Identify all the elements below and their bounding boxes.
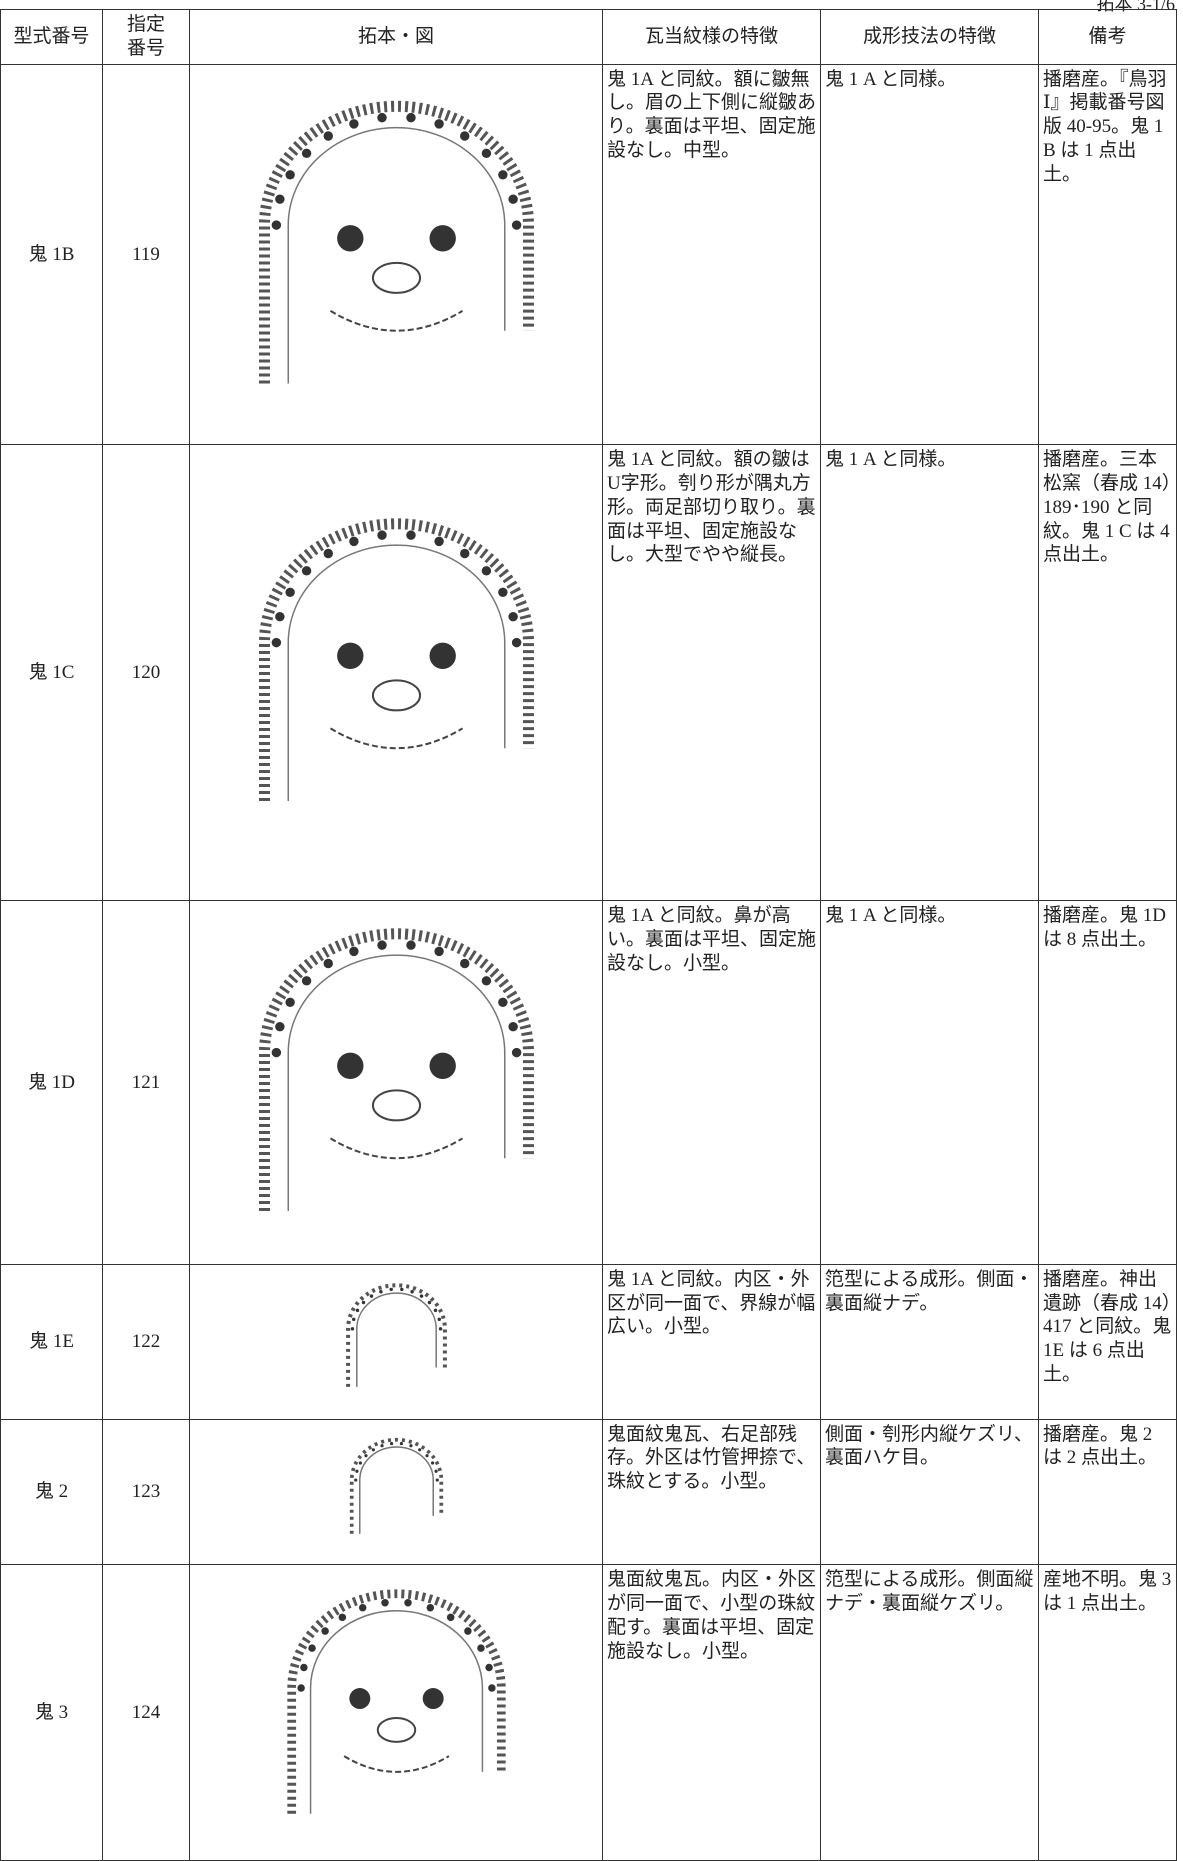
rubbing-image	[346, 1283, 447, 1387]
header-text: 成形技法の特徴	[862, 25, 996, 47]
cell: 産地不明。鬼 3 は 1 点出土。	[1038, 1564, 1177, 1861]
rubbing-image	[259, 928, 534, 1211]
cell: 播磨産。鬼 2 は 2 点出土。	[1038, 1418, 1177, 1566]
rubbing-cell	[189, 1564, 603, 1861]
cell: 笵型による成形。側面縦ナデ・裏面縦ケズリ。	[820, 1564, 1039, 1861]
rubbing-cell	[189, 1418, 603, 1566]
cell: 119	[102, 63, 190, 446]
header-text: 指定番号	[126, 14, 165, 59]
cell: 播磨産。三本松窯（春成 14）189･190 と同紋。鬼 1 C は 4 点出土…	[1038, 444, 1177, 901]
cell: 鬼 1A と同紋。鼻が高い。裏面は平坦、固定施設なし。小型。	[602, 900, 821, 1265]
cell: 鬼 1D	[0, 900, 103, 1265]
cell: 鬼 1 A と同様。	[820, 444, 1039, 901]
cell: 鬼面紋鬼瓦。内区・外区が同一面で、小型の珠紋配す。裏面は平坦、固定施設なし。小型…	[602, 1564, 821, 1861]
rubbing-image	[349, 1437, 444, 1534]
cell: 播磨産。『鳥羽Ⅰ』掲載番号図版 40-95。鬼 1B は 1 点出土。	[1038, 63, 1177, 446]
cell: 122	[102, 1263, 190, 1420]
cell: 鬼 1A と同紋。内区・外区が同一面で、界線が幅広い。小型。	[602, 1263, 821, 1420]
rubbing-cell	[189, 900, 603, 1265]
header-cell: 備考	[1038, 9, 1177, 65]
rubbing-image	[259, 100, 534, 383]
cell: 播磨産。神出遺跡（春成 14）417 と同紋。鬼 1E は 6 点出土。	[1038, 1263, 1177, 1420]
header-text: 備考	[1088, 25, 1127, 47]
table-row: 鬼 1C 120 鬼 1A と同紋。額の皺はU字形。刳り形が隅丸方形。両足部切り取り…	[0, 444, 1177, 901]
table-row: 鬼 1D 121 鬼 1A と同紋。鼻が高い。裏面は平坦、固定施設なし。小型。鬼 1…	[0, 900, 1177, 1265]
table-row: 鬼 1E 122 鬼 1A と同紋。内区・外区が同一面で、界線が幅広い。小型。 笵型に…	[0, 1263, 1177, 1420]
header-cell: 瓦当紋様の特徴	[602, 9, 821, 65]
cell: 笵型による成形。側面・裏面縦ナデ。	[820, 1263, 1039, 1420]
cell: 鬼 1A と同紋。額に皺無し。眉の上下側に縦皺あり。裏面は平坦、固定施設なし。中…	[602, 63, 821, 446]
header-text: 瓦当紋様の特徴	[644, 25, 778, 47]
catalog-table: 型式番号 指定番号 拓本・図 瓦当紋様の特徴 成形技法の特徴 備考 鬼 1B 119 鬼 1A…	[0, 9, 1177, 1861]
table-body: 鬼 1B 119 鬼 1A と同紋。額に皺無し。眉の上下側に縦皺あり。裏面は平坦、固…	[0, 63, 1177, 1861]
cell: 鬼 1B	[0, 63, 103, 446]
header-text: 型式番号	[13, 25, 90, 47]
cell: 鬼 1 A と同様。	[820, 900, 1039, 1265]
cell: 側面・刳形内縦ケズリ、裏面ハケ目。	[820, 1418, 1039, 1566]
cell: 鬼 3	[0, 1564, 103, 1861]
cell: 121	[102, 900, 190, 1265]
rubbing-cell	[189, 63, 603, 446]
rubbing-cell	[189, 1263, 603, 1420]
rubbing-image	[287, 1589, 506, 1815]
rubbing-image	[259, 518, 534, 802]
header-cell: 型式番号	[0, 9, 103, 65]
cell: 123	[102, 1418, 190, 1566]
cell: 鬼 2	[0, 1418, 103, 1566]
header-cell: 成形技法の特徴	[820, 9, 1039, 65]
table-row: 鬼 1B 119 鬼 1A と同紋。額に皺無し。眉の上下側に縦皺あり。裏面は平坦、固…	[0, 63, 1177, 446]
cell: 124	[102, 1564, 190, 1861]
cell: 鬼 1 A と同様。	[820, 63, 1039, 446]
table-row: 鬼 2 123 鬼面紋鬼瓦、右足部残存。外区は竹管押捺で、珠紋とする。小型。 側面・刳…	[0, 1418, 1177, 1566]
cell: 鬼 1C	[0, 444, 103, 901]
rubbing-cell	[189, 444, 603, 901]
header-text: 拓本・図	[357, 25, 434, 47]
header-cell: 拓本・図	[189, 9, 603, 65]
table-row: 鬼 3 124 鬼面紋鬼瓦。内区・外区が同一面で、小型の珠紋配す。裏面は平坦、固定施…	[0, 1564, 1177, 1861]
cell: 鬼 1A と同紋。額の皺はU字形。刳り形が隅丸方形。両足部切り取り。裏面は平坦、…	[602, 444, 821, 901]
cell: 播磨産。鬼 1D は 8 点出土。	[1038, 900, 1177, 1265]
cell: 120	[102, 444, 190, 901]
header-cell: 指定番号	[102, 9, 190, 65]
cell: 鬼 1E	[0, 1263, 103, 1420]
cell: 鬼面紋鬼瓦、右足部残存。外区は竹管押捺で、珠紋とする。小型。	[602, 1418, 821, 1566]
header-row: 型式番号 指定番号 拓本・図 瓦当紋様の特徴 成形技法の特徴 備考	[0, 9, 1177, 65]
